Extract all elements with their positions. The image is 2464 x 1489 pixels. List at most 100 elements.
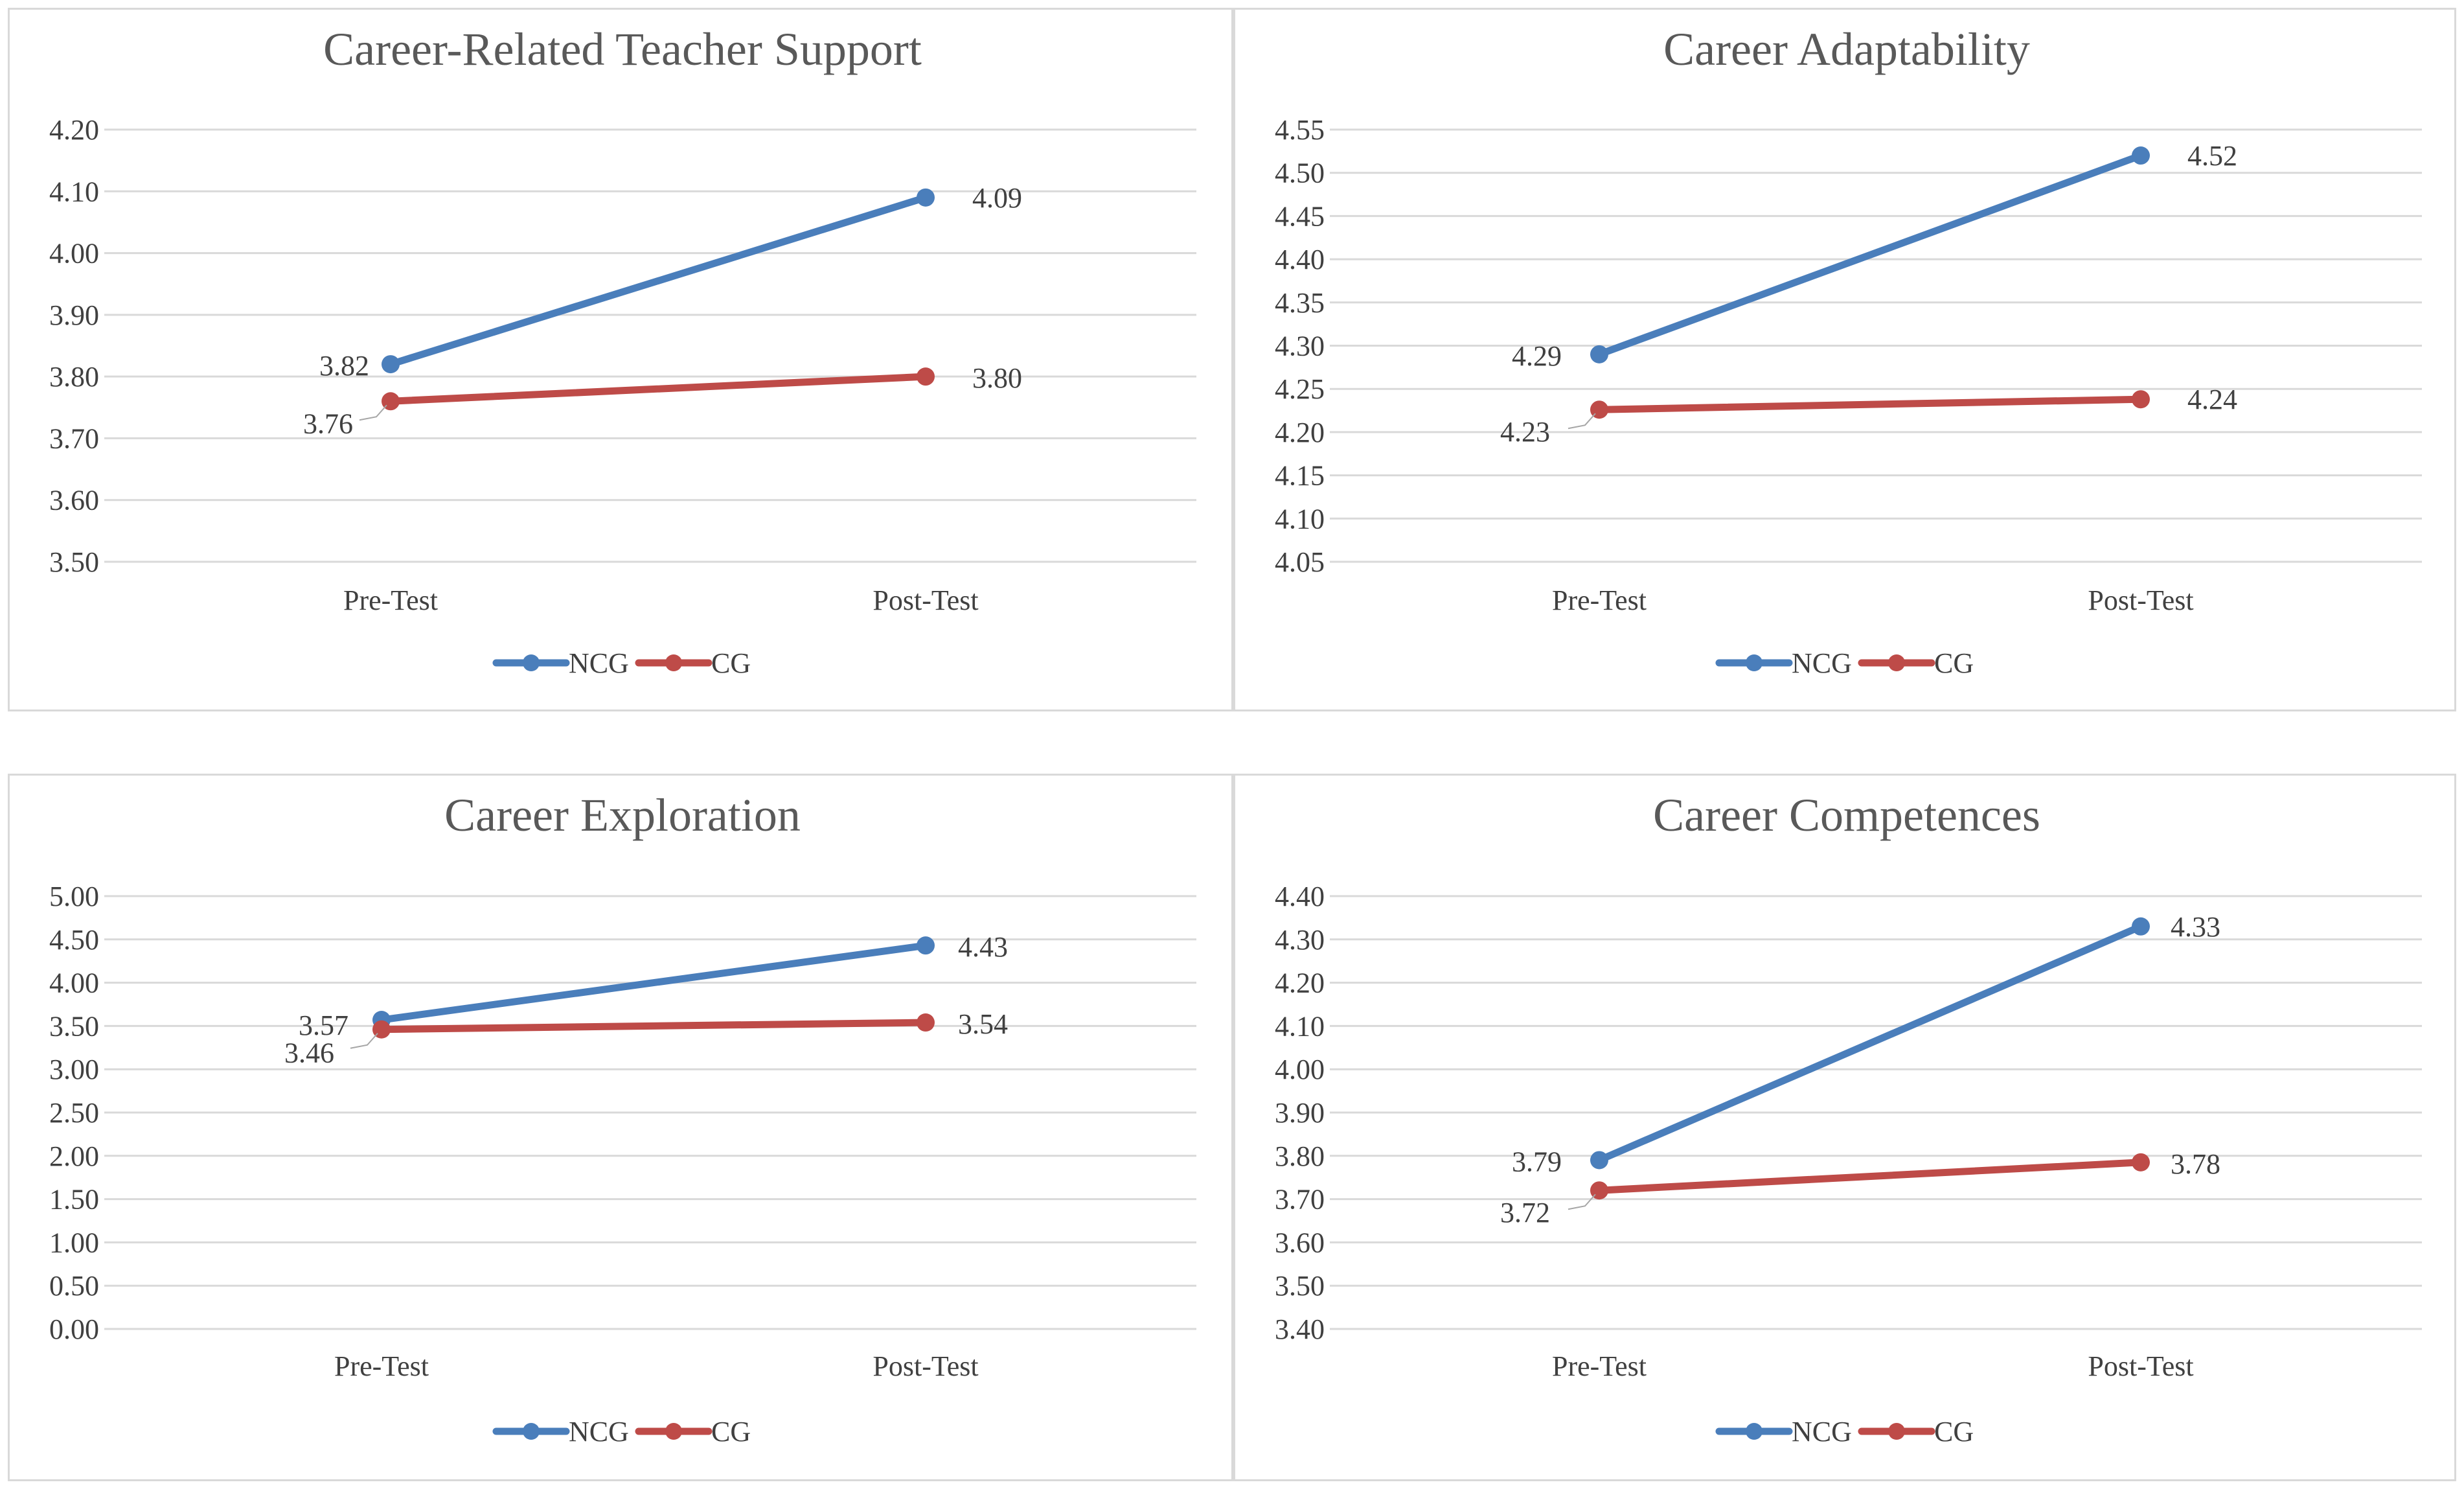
y-tick-label: 3.50 [49, 1010, 99, 1042]
data-point-cg [2132, 1153, 2150, 1172]
legend-label-ncg: NCG [1792, 1416, 1852, 1448]
y-tick-label: 4.30 [1275, 924, 1325, 956]
data-point-cg [917, 1013, 935, 1032]
legend-label-cg: CG [1934, 647, 1974, 679]
chart-svg-teacher-support: Career-Related Teacher Support 3.50 3.60 3.… [49, 23, 1196, 679]
y-tick-label: 4.00 [49, 238, 99, 270]
x-tick-label: Pre-Test [1552, 1350, 1647, 1382]
legend-marker-ncg [1746, 1423, 1762, 1440]
y-tick-label: 4.30 [1275, 330, 1325, 362]
y-tick-label: 4.20 [1275, 417, 1325, 448]
x-tick-label: Pre-Test [1552, 584, 1647, 616]
y-tick-label: 3.60 [1275, 1227, 1325, 1258]
leader-line [1568, 413, 1596, 430]
data-label-ncg: 3.82 [319, 350, 369, 382]
y-tick-label: 3.00 [49, 1054, 99, 1085]
y-tick-label: 4.25 [1275, 373, 1325, 405]
y-tick-label: 4.10 [1275, 1010, 1325, 1042]
y-tick-label: 4.50 [1275, 157, 1325, 189]
data-point-cg [2132, 390, 2150, 409]
y-tick-label: 4.20 [1275, 967, 1325, 999]
data-label-ncg: 4.43 [958, 931, 1008, 963]
data-label-ncg: 4.52 [2187, 140, 2237, 172]
leader-line [359, 404, 387, 421]
data-point-ncg [1590, 345, 1608, 364]
y-tick-label: 0.50 [49, 1270, 99, 1302]
legend-marker-cg [1888, 654, 1905, 671]
data-label-cg: 3.46 [284, 1037, 334, 1069]
y-tick-label: 3.90 [1275, 1097, 1325, 1129]
y-tick-label: 4.55 [1275, 114, 1325, 146]
data-point-ncg [1590, 1151, 1608, 1170]
data-label-cg: 3.72 [1500, 1197, 1550, 1229]
y-tick-label: 3.80 [1275, 1140, 1325, 1172]
x-tick-label: Post-Test [873, 1350, 978, 1382]
y-tick-label: 4.40 [1275, 881, 1325, 912]
legend-label-cg: CG [711, 647, 751, 679]
series-line-ncg [387, 194, 930, 368]
chart-title: Career Adaptability [1663, 23, 2030, 75]
leader-line [350, 1033, 378, 1049]
y-tick-label: 4.35 [1275, 287, 1325, 319]
chart-title: Career Competences [1653, 789, 2040, 841]
data-label-cg: 3.76 [303, 408, 353, 439]
data-point-ncg [2132, 917, 2150, 936]
chart-svg-career-competences: Career Competences 3.40 3.50 3.60 3.70 3.80 3.… [1275, 789, 2422, 1448]
y-tick-label: 3.50 [49, 546, 99, 578]
data-label-ncg: 4.29 [1512, 340, 1562, 372]
y-tick-label: 3.70 [1275, 1184, 1325, 1216]
data-label-cg: 3.78 [2171, 1148, 2220, 1180]
series-line-ncg [1595, 923, 2145, 1164]
legend-marker-ncg [523, 654, 540, 671]
chart-svg-career-exploration: Career Exploration 0.00 0.50 1.00 1.50 2.00 2.… [49, 789, 1196, 1448]
legend-marker-ncg [1746, 654, 1762, 671]
x-tick-label: Post-Test [873, 584, 978, 616]
y-tick-label: 2.00 [49, 1140, 99, 1172]
data-point-ncg [382, 355, 400, 374]
y-tick-label: 4.45 [1275, 200, 1325, 232]
data-label-ncg: 3.57 [299, 1010, 348, 1041]
y-tick-label: 1.50 [49, 1184, 99, 1216]
legend-label-cg: CG [1934, 1416, 1974, 1448]
data-label-ncg: 4.33 [2171, 911, 2220, 943]
chart-svg-career-adaptability: Career Adaptability 4.05 4.10 4.15 4.20 4.25 4… [1275, 23, 2422, 679]
x-tick-label: Post-Test [2088, 584, 2193, 616]
series-line-ncg [378, 941, 930, 1024]
chart-panel-career-exploration: Career Exploration 0.00 0.50 1.00 1.50 2.00 2.… [8, 774, 1233, 1481]
chart-title: Career Exploration [444, 789, 801, 841]
series-line-ncg [1595, 152, 2145, 358]
y-tick-label: 4.00 [49, 967, 99, 999]
data-point-ncg [917, 936, 935, 955]
legend-marker-cg [1888, 1423, 1905, 1440]
y-tick-label: 1.00 [49, 1227, 99, 1258]
y-tick-label: 2.50 [49, 1097, 99, 1129]
data-label-cg: 4.23 [1500, 416, 1550, 448]
data-label-ncg: 3.79 [1512, 1146, 1562, 1177]
legend-label-ncg: NCG [569, 647, 629, 679]
series-line-cg [378, 1019, 930, 1033]
y-tick-label: 3.90 [49, 299, 99, 331]
chart-title: Career-Related Teacher Support [323, 23, 922, 75]
data-point-ncg [917, 188, 935, 207]
legend-label-ncg: NCG [1792, 647, 1852, 679]
y-tick-label: 3.80 [49, 361, 99, 393]
series-line-cg [1595, 1159, 2145, 1194]
y-tick-label: 5.00 [49, 881, 99, 912]
y-tick-label: 4.00 [1275, 1054, 1325, 1085]
y-tick-label: 0.00 [49, 1313, 99, 1345]
data-label-cg: 3.54 [958, 1008, 1008, 1040]
x-tick-label: Pre-Test [334, 1350, 429, 1382]
leader-line [1568, 1194, 1596, 1210]
data-point-ncg [2132, 146, 2150, 165]
series-line-cg [387, 373, 930, 405]
data-label-cg: 3.80 [972, 362, 1022, 394]
series-line-cg [1595, 395, 2145, 413]
y-tick-label: 4.15 [1275, 460, 1325, 492]
data-point-cg [917, 367, 935, 386]
chart-panel-career-competences: Career Competences 3.40 3.50 3.60 3.70 3.80 3.… [1233, 774, 2456, 1481]
legend-marker-ncg [523, 1423, 540, 1440]
x-tick-label: Post-Test [2088, 1350, 2193, 1382]
y-tick-label: 4.40 [1275, 244, 1325, 275]
data-label-cg: 4.24 [2187, 384, 2237, 415]
legend-marker-cg [665, 654, 682, 671]
